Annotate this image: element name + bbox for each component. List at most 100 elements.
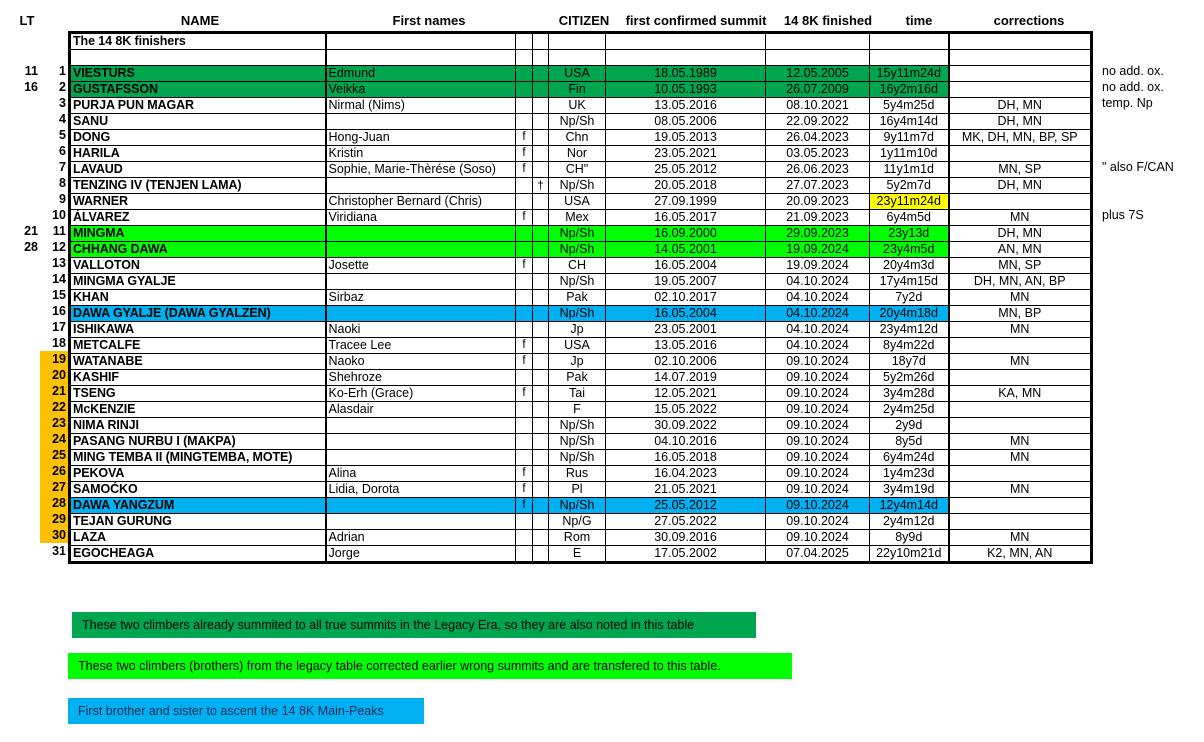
row-first-names-cell: Shehroze bbox=[325, 369, 516, 386]
row-first-summit-cell: 21.05.2021 bbox=[605, 481, 766, 498]
row-first-summit-cell: 16.05.2017 bbox=[605, 209, 766, 226]
row-first-summit-cell: 08.05.2006 bbox=[605, 113, 766, 130]
row-time-cell: 17y4m15d bbox=[869, 273, 950, 290]
gutter-row: 30 bbox=[0, 527, 68, 543]
row-time-cell: 16y4m14d bbox=[869, 113, 950, 130]
row-first-names-cell bbox=[325, 305, 516, 322]
row-first-names-cell bbox=[325, 177, 516, 194]
side-note bbox=[1102, 271, 1204, 287]
column-header-first-summit: first confirmed summit bbox=[625, 13, 767, 28]
row-female-marker-cell: f bbox=[515, 257, 533, 274]
row-time-cell: 16y2m16d bbox=[869, 81, 950, 98]
row-finished-cell: 26.06.2023 bbox=[765, 161, 870, 178]
table-row: DAWA YANGZUM f Np/Sh 25.05.2012 09.10.2024 12… bbox=[68, 497, 1093, 514]
row-first-summit-cell: 19.05.2013 bbox=[605, 129, 766, 146]
table-title-row: The 14 8K finishers bbox=[68, 31, 1093, 50]
table-row: ÁLVAREZ Viridiana f Mex 16.05.2017 21.09.2023… bbox=[68, 209, 1093, 226]
row-deceased-marker-cell bbox=[532, 209, 549, 226]
side-note bbox=[1102, 463, 1204, 479]
row-number: 25 bbox=[40, 447, 66, 463]
gutter-row: 29 bbox=[0, 511, 68, 527]
table-row: MINGMA GYALJE Np/Sh 19.05.2007 04.10.2024 17… bbox=[68, 273, 1093, 290]
row-first-summit-cell: 14.07.2019 bbox=[605, 369, 766, 386]
row-citizen-cell: Pak bbox=[548, 369, 606, 386]
row-number: 24 bbox=[40, 431, 66, 447]
column-header-citizen: CITIZEN bbox=[558, 13, 610, 28]
row-first-summit-cell: 13.05.2016 bbox=[605, 97, 766, 114]
row-number: 9 bbox=[59, 192, 66, 206]
side-note bbox=[1102, 383, 1204, 399]
row-first-names-cell: Lidia, Dorota bbox=[325, 481, 516, 498]
row-first-summit-cell: 10.05.1993 bbox=[605, 81, 766, 98]
row-corrections-cell bbox=[947, 513, 1093, 530]
side-note bbox=[1102, 255, 1204, 271]
row-finished-cell: 09.10.2024 bbox=[765, 353, 870, 370]
row-corrections-cell: DH, MN bbox=[947, 97, 1093, 114]
row-first-summit-cell: 25.05.2012 bbox=[605, 161, 766, 178]
row-first-names-cell: Josette bbox=[325, 257, 516, 274]
row-corrections-cell: MN bbox=[947, 209, 1093, 226]
gutter-row: 8 bbox=[0, 175, 68, 191]
gutter-row: 15 bbox=[0, 287, 68, 303]
row-name-cell: CHHANG DAWA bbox=[68, 241, 327, 258]
table-row: METCALFE Tracee Lee f USA 13.05.2016 04.10.20… bbox=[68, 337, 1093, 354]
row-time-cell: 8y9d bbox=[869, 529, 950, 546]
row-name-cell: METCALFE bbox=[68, 337, 327, 354]
row-first-summit-cell: 27.05.2022 bbox=[605, 513, 766, 530]
row-time-cell: 1y4m23d bbox=[869, 465, 950, 482]
row-citizen-cell: Np/Sh bbox=[548, 417, 606, 434]
row-finished-cell: 09.10.2024 bbox=[765, 481, 870, 498]
blank-cell bbox=[605, 31, 766, 50]
row-first-names-cell: Naoko bbox=[325, 353, 516, 370]
table-row: HARILA Kristin f Nor 23.05.2021 03.05.2023 1y1… bbox=[68, 145, 1093, 162]
row-female-marker-cell bbox=[515, 113, 533, 130]
row-time-cell: 3y4m19d bbox=[869, 481, 950, 498]
row-first-names-cell bbox=[325, 241, 516, 258]
row-female-marker-cell bbox=[515, 433, 533, 450]
row-female-marker-cell bbox=[515, 273, 533, 290]
row-name-cell: HARILA bbox=[68, 145, 327, 162]
row-number: 29 bbox=[40, 511, 66, 527]
row-female-marker-cell bbox=[515, 97, 533, 114]
row-corrections-cell bbox=[947, 401, 1093, 418]
row-number: 21 bbox=[40, 383, 66, 399]
table-row: PURJA PUN MAGAR Nirmal (Nims) UK 13.05.2016… bbox=[68, 97, 1093, 114]
row-name-cell: MINGMA bbox=[68, 225, 327, 242]
row-time-cell: 11y1m1d bbox=[869, 161, 950, 178]
side-note bbox=[1102, 239, 1204, 255]
row-first-names-cell bbox=[325, 513, 516, 530]
row-female-marker-cell: f bbox=[515, 337, 533, 354]
gutter-row: 11 1 bbox=[0, 63, 68, 79]
side-note: plus 7S bbox=[1102, 208, 1144, 222]
row-finished-cell: 21.09.2023 bbox=[765, 209, 870, 226]
row-time-cell: 8y4m22d bbox=[869, 337, 950, 354]
row-first-summit-cell: 12.05.2021 bbox=[605, 385, 766, 402]
row-name-cell: PURJA PUN MAGAR bbox=[68, 97, 327, 114]
row-first-names-cell: Veikka bbox=[325, 81, 516, 98]
row-name-cell: DAWA YANGZUM bbox=[68, 497, 327, 514]
row-citizen-cell: Fin bbox=[548, 81, 606, 98]
row-finished-cell: 12.05.2005 bbox=[765, 65, 870, 82]
row-first-names-cell: Nirmal (Nims) bbox=[325, 97, 516, 114]
row-time-cell: 23y11m24d bbox=[869, 193, 950, 210]
row-first-summit-cell: 04.10.2016 bbox=[605, 433, 766, 450]
row-female-marker-cell bbox=[515, 177, 533, 194]
table-row: TEJAN GURUNG Np/G 27.05.2022 09.10.2024 2y4m… bbox=[68, 513, 1093, 530]
row-female-marker-cell bbox=[515, 449, 533, 466]
row-female-marker-cell: f bbox=[515, 385, 533, 402]
side-note bbox=[1102, 431, 1204, 447]
row-first-names-cell: Sirbaz bbox=[325, 289, 516, 306]
row-name-cell: GUSTAFSSON bbox=[68, 81, 327, 98]
legacy-table-number: 28 bbox=[24, 240, 38, 254]
table-row: PASANG NURBU I (MAKPA) Np/Sh 04.10.2016 09.… bbox=[68, 433, 1093, 450]
row-finished-cell: 19.09.2024 bbox=[765, 257, 870, 274]
row-number: 4 bbox=[59, 112, 66, 126]
row-number: 3 bbox=[59, 96, 66, 110]
side-notes-column: no add. ox. no add. ox. temp. Np " also F/C… bbox=[1102, 31, 1204, 559]
row-number: 6 bbox=[59, 144, 66, 158]
row-number: 5 bbox=[59, 128, 66, 142]
row-corrections-cell bbox=[947, 369, 1093, 386]
row-time-cell: 20y4m18d bbox=[869, 305, 950, 322]
side-note bbox=[1102, 319, 1204, 335]
